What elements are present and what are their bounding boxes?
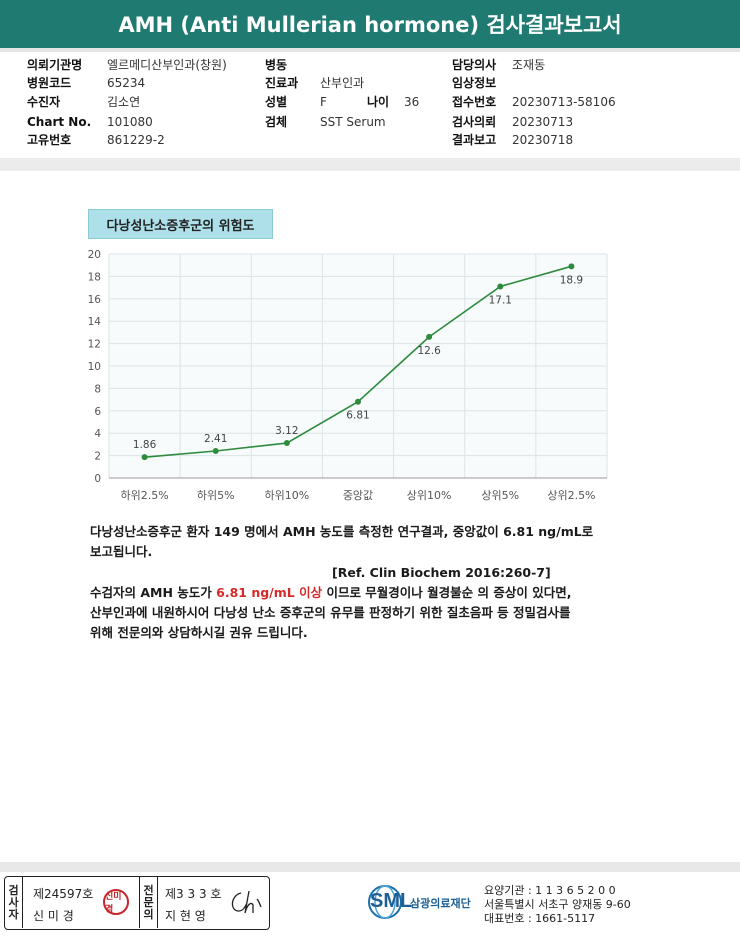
data-label: 2.41: [204, 433, 227, 445]
recommendation-prefix: 수검자의 AMH 농도가: [90, 585, 217, 600]
value-specimen: SST Serum: [320, 115, 386, 129]
address: 서울특별시 서초구 양재동 9-60: [484, 898, 631, 911]
label-institution: 의뢰기관명: [27, 58, 83, 72]
label-hospital-code: 병원코드: [27, 76, 72, 90]
inspector-name: 신 미 경: [33, 909, 74, 923]
label-report-date: 결과보고: [452, 133, 497, 147]
section-divider: [0, 158, 740, 171]
value-hospital-code: 65234: [107, 76, 146, 90]
label-ward: 병동: [265, 58, 288, 72]
y-tick-label: 6: [94, 406, 101, 418]
specialist-label: 전 문 의: [139, 877, 158, 928]
report-title: AMH (Anti Mullerian hormone) 검사결과보고서: [0, 0, 740, 48]
data-point: [141, 454, 148, 461]
y-tick-label: 8: [94, 383, 101, 395]
x-tick-label: 상위2.5%: [547, 489, 595, 502]
label-unique-no: 고유번호: [27, 133, 72, 147]
logo-text: SML: [370, 890, 413, 912]
info-row-2: 병원코드 65234 진료과 산부인과 임상정보: [0, 74, 740, 92]
sml-logo: SML 삼광의료재단: [368, 884, 480, 928]
contact-info: 요양기관 : 1 1 3 6 5 2 0 0 서울특별시 서초구 양재동 9-6…: [484, 884, 631, 926]
label-request-date: 검사의뢰: [452, 115, 497, 129]
data-label: 1.86: [133, 439, 157, 451]
threshold-value: 6.81 ng/mL 이상: [216, 585, 323, 600]
value-sex: F: [320, 95, 327, 109]
recommendation-line3: 위해 전문의와 상담하시길 권유 드립니다.: [90, 625, 308, 640]
x-tick-label: 하위2.5%: [120, 488, 168, 502]
info-row-3: 수진자 김소연 성별 F 나이 36 접수번호 20230713-58106: [0, 93, 740, 111]
study-text-line2: 보고됩니다.: [90, 544, 153, 559]
y-tick-label: 18: [88, 271, 101, 283]
y-tick-label: 12: [88, 339, 101, 351]
footer-divider: [0, 862, 740, 872]
sml-logo-icon: [368, 885, 402, 919]
chart-title: 다낭성난소증후군의 위험도: [88, 209, 273, 239]
title-divider: [0, 48, 740, 52]
phone-number: 대표번호 : 1661-5117: [484, 912, 596, 925]
label-age: 나이: [367, 95, 390, 109]
label-department: 진료과: [265, 76, 299, 90]
patient-info: 의뢰기관명 엘르메디산부인과(창원) 병동 담당의사 조재동 병원코드 6523…: [0, 54, 740, 154]
data-point: [212, 448, 219, 455]
data-point: [568, 263, 575, 270]
data-label: 12.6: [417, 345, 441, 357]
value-doctor: 조재동: [512, 58, 546, 72]
value-request-date: 20230713: [512, 115, 574, 129]
label-clinical-info: 임상정보: [452, 76, 497, 90]
logo-org-name: 삼광의료재단: [410, 897, 471, 910]
recommendation-line2: 산부인과에 내원하시어 다낭성 난소 증후군의 유무를 판정하기 위한 질초음파…: [90, 605, 571, 620]
y-tick-label: 20: [88, 250, 101, 261]
data-label: 18.9: [560, 274, 583, 286]
y-tick-label: 0: [94, 473, 101, 485]
x-tick-label: 하위5%: [197, 488, 235, 502]
inspector-seal: 신미경: [103, 889, 129, 915]
specialist-name: 지 현 영: [165, 909, 206, 923]
data-point: [497, 283, 504, 290]
label-sex: 성별: [265, 95, 288, 109]
label-patient: 수진자: [27, 95, 61, 109]
data-label: 3.12: [275, 425, 298, 437]
institution-code: 요양기관 : 1 1 3 6 5 2 0 0: [484, 884, 616, 897]
y-tick-label: 4: [94, 428, 101, 440]
specialist-license-no: 제3 3 3 호: [165, 887, 222, 901]
data-point: [426, 333, 433, 340]
label-specimen: 검체: [265, 115, 288, 129]
label-receipt-no: 접수번호: [452, 95, 497, 109]
x-tick-label: 하위10%: [265, 488, 310, 502]
inspector-license-no: 제24597호: [33, 887, 94, 901]
data-label: 17.1: [489, 294, 512, 306]
y-tick-label: 16: [88, 294, 102, 306]
value-report-date: 20230718: [512, 133, 574, 147]
study-text-line1: 다낭성난소증후군 환자 149 명에서 AMH 농도를 측정한 연구결과, 중앙…: [90, 524, 594, 539]
x-tick-label: 상위5%: [481, 489, 519, 502]
line-chart: 0 2 4 6 8 10 12 14 16 18 20 하위2.5% 하위5% 하위10% 중앙값 상위10%…: [87, 249, 615, 508]
value-institution: 엘르메디산부인과(창원): [107, 58, 227, 72]
pcos-risk-chart: 0 2 4 6 8 10 12 14 16 18 20 하위2.5% 하위5% 하위10% 중앙값 상위10%…: [87, 249, 615, 508]
value-receipt-no: 20230713-58106: [512, 95, 616, 109]
data-point: [283, 440, 290, 447]
data-point: [355, 398, 361, 405]
data-label: 6.81: [346, 410, 369, 422]
x-tick-label: 상위10%: [407, 489, 452, 502]
recommendation-suffix: 이므로 무월경이나 월경불순 의 증상이 있다면,: [322, 585, 572, 600]
value-patient: 김소연: [107, 95, 141, 109]
y-tick-label: 10: [88, 361, 101, 373]
inspector-label: 검 사 자: [5, 877, 23, 928]
signature-box: 검 사 자 제24597호 신 미 경 신미경 전 문 의 제3 3 3 호 지…: [4, 876, 270, 930]
label-doctor: 담당의사: [452, 58, 497, 72]
y-tick-label: 14: [88, 316, 102, 328]
recommendation-line1: 수검자의 AMH 농도가 6.81 ng/mL 이상 이므로 무월경이나 월경불…: [90, 583, 571, 603]
value-unique-no: 861229-2: [107, 133, 165, 147]
info-row-5: 고유번호 861229-2 결과보고 20230718: [0, 131, 740, 149]
label-chart-no: Chart No.: [27, 115, 92, 129]
signature-icon: [231, 890, 262, 914]
value-department: 산부인과: [320, 76, 365, 90]
info-row-1: 의뢰기관명 엘르메디산부인과(창원) 병동 담당의사 조재동: [0, 56, 740, 74]
y-tick-label: 2: [94, 451, 101, 463]
value-chart-no: 101080: [107, 115, 153, 129]
reference: [Ref. Clin Biochem 2016:260-7]: [332, 565, 551, 580]
info-row-4: Chart No. 101080 검체 SST Serum 검사의뢰 20230…: [0, 113, 740, 131]
value-age: 36: [404, 95, 420, 109]
x-tick-label: 중앙값: [343, 489, 373, 502]
